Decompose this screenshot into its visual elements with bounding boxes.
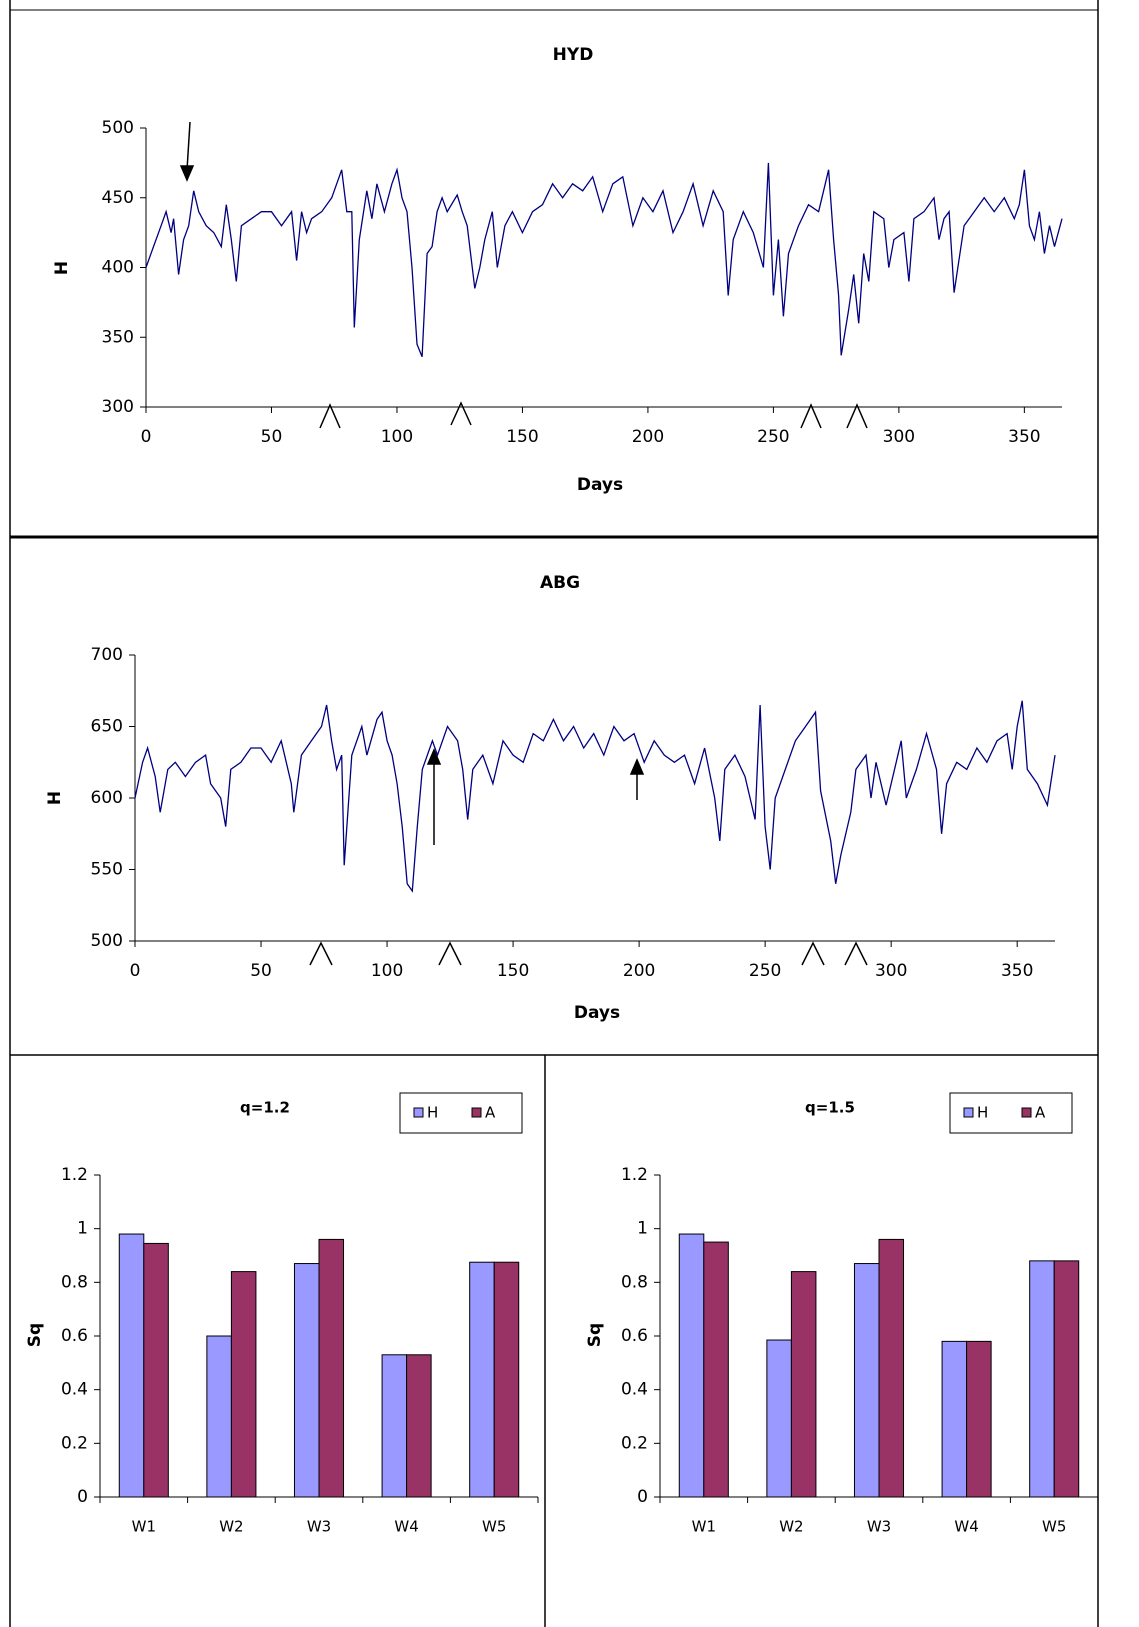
chart-title: ABG: [540, 573, 580, 593]
x-tick-label: W3: [307, 1518, 331, 1536]
y-tick-label: 500: [91, 931, 123, 951]
x-tick-label: 300: [875, 961, 907, 981]
bar: [118, 1233, 145, 1498]
x-tick-label: W5: [482, 1518, 506, 1536]
x-axis-label: Days: [574, 1003, 620, 1023]
y-tick-label: 0: [637, 1487, 648, 1507]
x-tick-label: 150: [497, 961, 529, 981]
x-tick-label: W1: [692, 1518, 716, 1536]
annotations: [179, 121, 868, 966]
bar: [853, 1263, 880, 1498]
x-tick-label: 350: [1001, 961, 1033, 981]
y-tick-label: 1: [77, 1219, 88, 1239]
frames: [9, 0, 1099, 1627]
y-axis-label: Sq: [585, 1323, 605, 1347]
y-tick-label: 0.2: [621, 1433, 648, 1453]
y-tick-label: 600: [91, 788, 123, 808]
bar: [293, 1263, 320, 1498]
bar: [381, 1354, 408, 1498]
legend-label: H: [977, 1104, 988, 1122]
x-tick-label: W2: [219, 1518, 243, 1536]
legend-swatch: [1021, 1107, 1032, 1118]
y-axis-label: H: [45, 791, 65, 805]
y-tick-label: 0.8: [621, 1272, 648, 1292]
y-tick-label: 550: [91, 860, 123, 880]
bar: [206, 1335, 232, 1498]
y-tick-label: 0.6: [621, 1326, 648, 1346]
y-tick-label: 400: [102, 258, 134, 278]
x-tick-label: 200: [623, 961, 655, 981]
chart-title: q=1.2: [240, 1099, 290, 1117]
x-tick-label: 350: [1008, 427, 1040, 447]
x-tick-label: 0: [141, 427, 152, 447]
chart-title: q=1.5: [805, 1099, 855, 1117]
legend-swatch: [413, 1107, 424, 1118]
bar: [469, 1261, 495, 1498]
bar: [143, 1242, 169, 1498]
y-tick-label: 300: [102, 397, 134, 417]
bar: [678, 1233, 705, 1498]
bar: [790, 1271, 817, 1498]
x-tick-label: 200: [632, 427, 664, 447]
x-tick-label: W3: [867, 1518, 891, 1536]
bar: [966, 1340, 992, 1498]
x-tick-label: 50: [250, 961, 272, 981]
legend-label: A: [485, 1104, 496, 1122]
x-tick-label: W1: [132, 1518, 156, 1536]
x-tick-label: 50: [261, 427, 283, 447]
chart-title: HYD: [553, 45, 594, 65]
y-tick-label: 350: [102, 327, 134, 347]
y-tick-label: 650: [91, 717, 123, 737]
x-tick-label: 0: [130, 961, 141, 981]
legend-swatch: [963, 1107, 974, 1118]
bar: [1053, 1260, 1080, 1498]
bar: [766, 1339, 792, 1498]
y-tick-label: 0: [77, 1487, 88, 1507]
bar: [318, 1238, 345, 1498]
y-tick-label: 1.2: [61, 1165, 88, 1185]
x-tick-label: W5: [1042, 1518, 1066, 1536]
bar: [941, 1340, 968, 1498]
y-axis-label: H: [52, 261, 72, 275]
y-tick-label: 700: [91, 645, 123, 665]
y-axis-label: Sq: [25, 1323, 45, 1347]
x-tick-label: 150: [506, 427, 538, 447]
bar: [230, 1271, 257, 1498]
legend-label: H: [427, 1104, 438, 1122]
x-tick-label: W2: [779, 1518, 803, 1536]
x-tick-label: 250: [749, 961, 781, 981]
legend-label: A: [1035, 1104, 1046, 1122]
x-tick-label: W4: [954, 1518, 978, 1536]
y-tick-label: 500: [102, 118, 134, 138]
bar: [1029, 1260, 1055, 1498]
y-tick-label: 0.8: [61, 1272, 88, 1292]
x-tick-label: 100: [371, 961, 403, 981]
y-tick-label: 450: [102, 188, 134, 208]
legend-swatch: [471, 1107, 482, 1118]
x-tick-label: 100: [381, 427, 413, 447]
bar: [406, 1354, 432, 1498]
y-tick-label: 1: [637, 1219, 648, 1239]
y-tick-label: 0.4: [61, 1380, 88, 1400]
x-axis-label: Days: [577, 475, 623, 495]
x-tick-label: W4: [394, 1518, 418, 1536]
line-series: [145, 162, 1063, 358]
bar: [703, 1241, 729, 1498]
bar: [493, 1261, 520, 1498]
x-tick-label: 300: [883, 427, 915, 447]
y-tick-label: 0.2: [61, 1433, 88, 1453]
y-tick-label: 0.4: [621, 1380, 648, 1400]
y-tick-label: 1.2: [621, 1165, 648, 1185]
x-tick-label: 250: [757, 427, 789, 447]
line-series: [134, 700, 1056, 893]
bar: [878, 1238, 905, 1498]
y-tick-label: 0.6: [61, 1326, 88, 1346]
